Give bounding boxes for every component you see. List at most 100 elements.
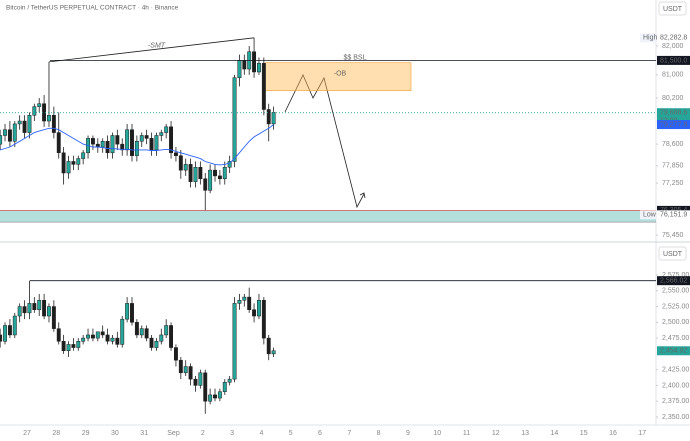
y-tick-label: 2,375.00 <box>662 398 689 405</box>
candle-body <box>12 123 17 142</box>
currency-label[interactable]: USDT <box>663 6 683 13</box>
x-tick-label: 11 <box>463 430 470 437</box>
y-tick-label: 75,450 <box>662 232 684 239</box>
x-tick-label: 5 <box>289 430 293 437</box>
candle-body <box>56 328 61 342</box>
candle-body <box>120 318 125 345</box>
candle-body <box>56 132 61 154</box>
y-tick-label: 77,250 <box>662 180 684 187</box>
candle-body <box>51 115 56 133</box>
candle-body <box>217 391 222 399</box>
candle-body <box>169 126 174 154</box>
candle-body <box>159 132 164 136</box>
price-tag <box>657 55 690 65</box>
currency-button[interactable] <box>658 1 687 16</box>
currency-button[interactable] <box>658 246 687 261</box>
smt-line <box>48 37 255 63</box>
x-tick-label: 2 <box>201 430 205 437</box>
candle-body <box>198 166 203 180</box>
candle-body <box>17 120 22 125</box>
candle-body <box>3 325 7 342</box>
price-tag-label: 79,277.8 <box>660 121 687 128</box>
x-tick-label: 13 <box>521 430 529 437</box>
candle-body <box>227 378 232 383</box>
candle-body <box>188 366 193 380</box>
candle-body <box>183 366 188 374</box>
bsl-label: $$ BSL <box>344 54 367 61</box>
candle-body <box>149 138 154 151</box>
candle-body <box>164 126 169 133</box>
candle-body <box>252 51 257 73</box>
candle-body <box>90 334 95 339</box>
candle-body <box>90 138 95 145</box>
x-tick-label: 9 <box>406 430 410 437</box>
candle-body <box>105 334 110 342</box>
candle-body <box>134 141 139 156</box>
moving-average <box>0 124 274 166</box>
price-tag-label: 2,454.92 <box>660 348 687 355</box>
candle-body <box>130 129 134 156</box>
candle-body <box>144 135 149 139</box>
y-tick-label: 2,525.00 <box>662 303 689 310</box>
candle-body <box>178 359 183 374</box>
candle-body <box>3 129 7 136</box>
candle-body <box>105 141 110 154</box>
candle-body <box>27 303 32 314</box>
candle-body <box>22 306 27 314</box>
candle-body <box>125 129 130 151</box>
candle-body <box>51 306 56 329</box>
candle-body <box>110 135 115 154</box>
candle-body <box>149 337 154 348</box>
projection-path <box>284 74 366 209</box>
candle-body <box>198 372 203 386</box>
candle-body <box>61 341 66 351</box>
x-tick-label: 29 <box>82 430 90 437</box>
candle-body <box>71 161 76 165</box>
candle-body <box>81 337 86 342</box>
y-tick-label: 2,475.00 <box>662 335 689 342</box>
x-tick-label: 10 <box>433 430 441 437</box>
candle-body <box>203 178 208 191</box>
candle-body <box>271 350 276 355</box>
candle-body <box>76 158 81 165</box>
candle-body <box>237 60 242 78</box>
candle-body <box>139 328 144 336</box>
y-tick-label: 2,425.00 <box>662 367 689 374</box>
x-tick-label: 6 <box>318 430 322 437</box>
tag-name: High <box>643 35 658 42</box>
x-tick-label: 15 <box>580 430 588 437</box>
candle-body <box>139 135 144 142</box>
candle-body <box>266 109 271 125</box>
candle-body <box>159 334 164 342</box>
candle-body <box>227 161 232 168</box>
candle-body <box>47 115 51 122</box>
candle-body <box>110 337 115 342</box>
currency-label[interactable]: USDT <box>663 251 683 258</box>
candle-body <box>188 164 193 182</box>
y-tick-label: 77,850 <box>662 163 684 170</box>
candle-body <box>203 372 208 402</box>
candle-body <box>130 303 134 323</box>
price-tag <box>657 33 690 43</box>
candle-body <box>37 103 42 107</box>
candle-body <box>237 299 242 304</box>
candle-body <box>22 120 27 133</box>
candle-body <box>261 299 266 339</box>
x-tick-label: 17 <box>638 430 646 437</box>
candle-body <box>193 166 198 182</box>
candle-body <box>213 394 217 399</box>
candle-body <box>173 152 178 156</box>
candle-body <box>217 175 222 180</box>
candle-body <box>115 135 120 145</box>
candle-body <box>66 161 71 174</box>
price-tag <box>657 276 690 286</box>
x-tick-label: 4 <box>259 430 263 437</box>
candle-body <box>257 299 261 317</box>
candle-body <box>37 299 42 310</box>
smt-label: -SMT <box>148 43 166 50</box>
x-tick-label: 30 <box>111 430 119 437</box>
candle-body <box>81 152 86 159</box>
candle-body <box>0 135 3 145</box>
